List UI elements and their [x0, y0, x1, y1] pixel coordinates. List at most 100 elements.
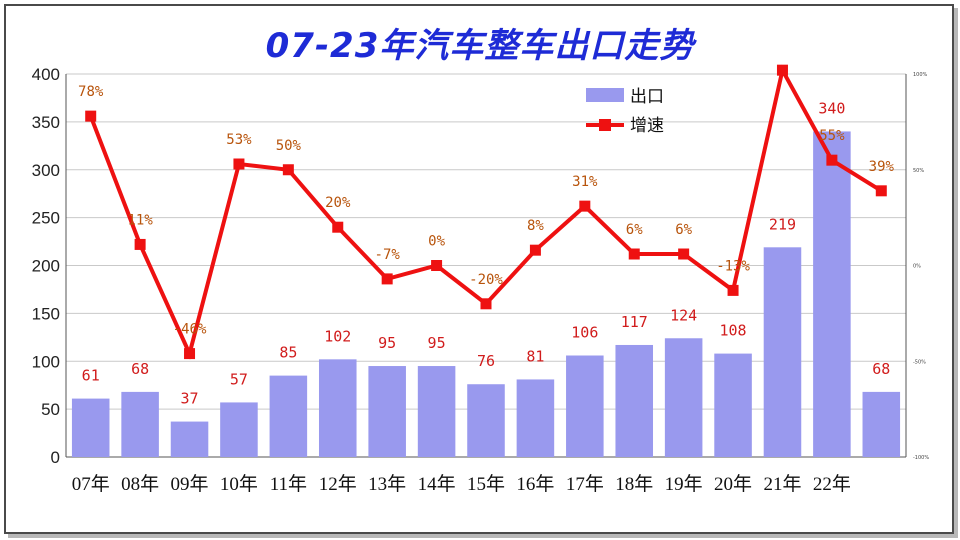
- bar-value-label: 117: [621, 313, 648, 331]
- growth-point: [579, 200, 591, 212]
- growth-point: [184, 348, 196, 360]
- y-tick-label: 50: [41, 400, 60, 419]
- y-tick-label: 150: [32, 304, 60, 323]
- chart-title: 07-23年汽车整车出口走势: [265, 26, 695, 66]
- bar-series: [71, 131, 901, 457]
- growth-point: [678, 248, 690, 260]
- x-tick-label: 21年: [763, 473, 801, 495]
- bar: [269, 375, 308, 457]
- legend-label-growth: 增速: [630, 116, 664, 136]
- bar-value-label: 124: [670, 306, 697, 324]
- bar-value-label: 68: [872, 360, 890, 378]
- growth-point: [431, 260, 443, 271]
- bar-value-label: 106: [571, 324, 598, 342]
- y2-tick-label: -100%: [913, 455, 929, 461]
- growth-value-label: 39%: [869, 159, 895, 175]
- x-tick-label: 15年: [467, 473, 505, 495]
- bar-value-label: 219: [769, 215, 796, 233]
- line-series: [85, 64, 887, 360]
- bar: [71, 398, 110, 457]
- growth-point: [480, 298, 492, 310]
- growth-point: [381, 273, 393, 285]
- growth-value-label: 11%: [127, 212, 153, 228]
- growth-point: [282, 164, 294, 176]
- growth-point: [85, 110, 97, 122]
- bar: [813, 131, 851, 457]
- bar: [170, 421, 209, 457]
- growth-value-label: 50%: [276, 138, 302, 154]
- x-tick-label: 18年: [615, 473, 653, 495]
- bar-value-label: 37: [180, 390, 198, 408]
- growth-value-label: 31%: [572, 174, 598, 190]
- bar-value-label: 108: [720, 322, 747, 340]
- bar-value-label: 95: [378, 334, 396, 352]
- growth-point: [628, 248, 640, 260]
- growth-value-label: 6%: [626, 222, 643, 238]
- growth-value-label: -13%: [716, 258, 750, 274]
- growth-point: [875, 185, 887, 197]
- x-tick-label: 13年: [368, 473, 406, 495]
- y-tick-label: 200: [32, 257, 60, 276]
- growth-value-label: 6%: [675, 222, 692, 238]
- y-tick-label: 350: [32, 113, 60, 132]
- growth-value-label: 8%: [527, 218, 544, 234]
- x-tick-label: 09年: [171, 473, 209, 495]
- x-tick-label: 20年: [714, 473, 752, 495]
- x-tick-label: 11年: [270, 473, 307, 495]
- bar-value-label: 68: [131, 360, 149, 378]
- bar: [121, 391, 159, 457]
- bar-value-label: 102: [324, 327, 351, 345]
- growth-point: [776, 64, 788, 76]
- x-tick-label: 10年: [220, 473, 258, 495]
- x-tick-label: 17年: [566, 473, 604, 495]
- bar: [516, 379, 555, 457]
- growth-value-label: 20%: [325, 195, 351, 211]
- growth-value-label: -20%: [469, 272, 503, 288]
- bar: [368, 366, 406, 457]
- legend-swatch-export: [586, 88, 624, 102]
- y-tick-label: 300: [32, 161, 60, 180]
- bar: [664, 338, 703, 457]
- growth-point: [826, 154, 838, 166]
- bar: [467, 384, 505, 457]
- growth-point: [134, 238, 146, 250]
- x-tick-label: 19年: [665, 473, 703, 495]
- bar: [763, 247, 802, 457]
- bar-value-label: 85: [279, 344, 297, 362]
- growth-value-label: -7%: [375, 247, 401, 263]
- bar-value-label: 340: [818, 99, 845, 117]
- growth-value-label: 0%: [428, 234, 445, 250]
- x-tick-label: 12年: [319, 473, 357, 495]
- tick-labels: 0 50 100 150 200 250 300 350 400 -100% -50% 0% 50% 10…: [32, 65, 930, 495]
- bar-value-label: 95: [428, 334, 446, 352]
- x-tick-label: 08年: [121, 473, 159, 495]
- growth-value-label: 78%: [78, 84, 104, 100]
- y2-tick-label: 100%: [913, 72, 928, 78]
- bar: [615, 344, 654, 457]
- bar-value-label: 57: [230, 370, 248, 388]
- growth-point: [529, 244, 541, 256]
- y-tick-label: 0: [51, 448, 60, 467]
- data-labels: 61 68 37 57 85 102 95 95 76 81 106 117 124 108 219 340 6…: [78, 84, 894, 407]
- bar: [862, 391, 901, 457]
- x-tick-label: 14年: [418, 473, 456, 495]
- growth-line: [88, 64, 883, 360]
- growth-point: [332, 221, 344, 233]
- growth-value-label: 53%: [226, 132, 252, 148]
- growth-value-label: 55%: [819, 128, 845, 144]
- bar: [714, 353, 752, 457]
- bar-value-label: 81: [526, 347, 544, 365]
- x-tick-label: 22年: [813, 473, 851, 495]
- y-tick-label: 400: [32, 65, 60, 84]
- legend-marker-growth: [599, 119, 611, 131]
- bar: [566, 355, 604, 457]
- y2-tick-label: 50%: [913, 168, 924, 174]
- growth-value-label: -46%: [173, 322, 207, 338]
- y2-tick-label: 0%: [913, 264, 921, 270]
- y-tick-label: 250: [32, 209, 60, 228]
- bar-value-label: 76: [477, 352, 495, 370]
- growth-point: [727, 284, 739, 296]
- bar-value-label: 61: [82, 367, 100, 385]
- bar: [417, 366, 456, 457]
